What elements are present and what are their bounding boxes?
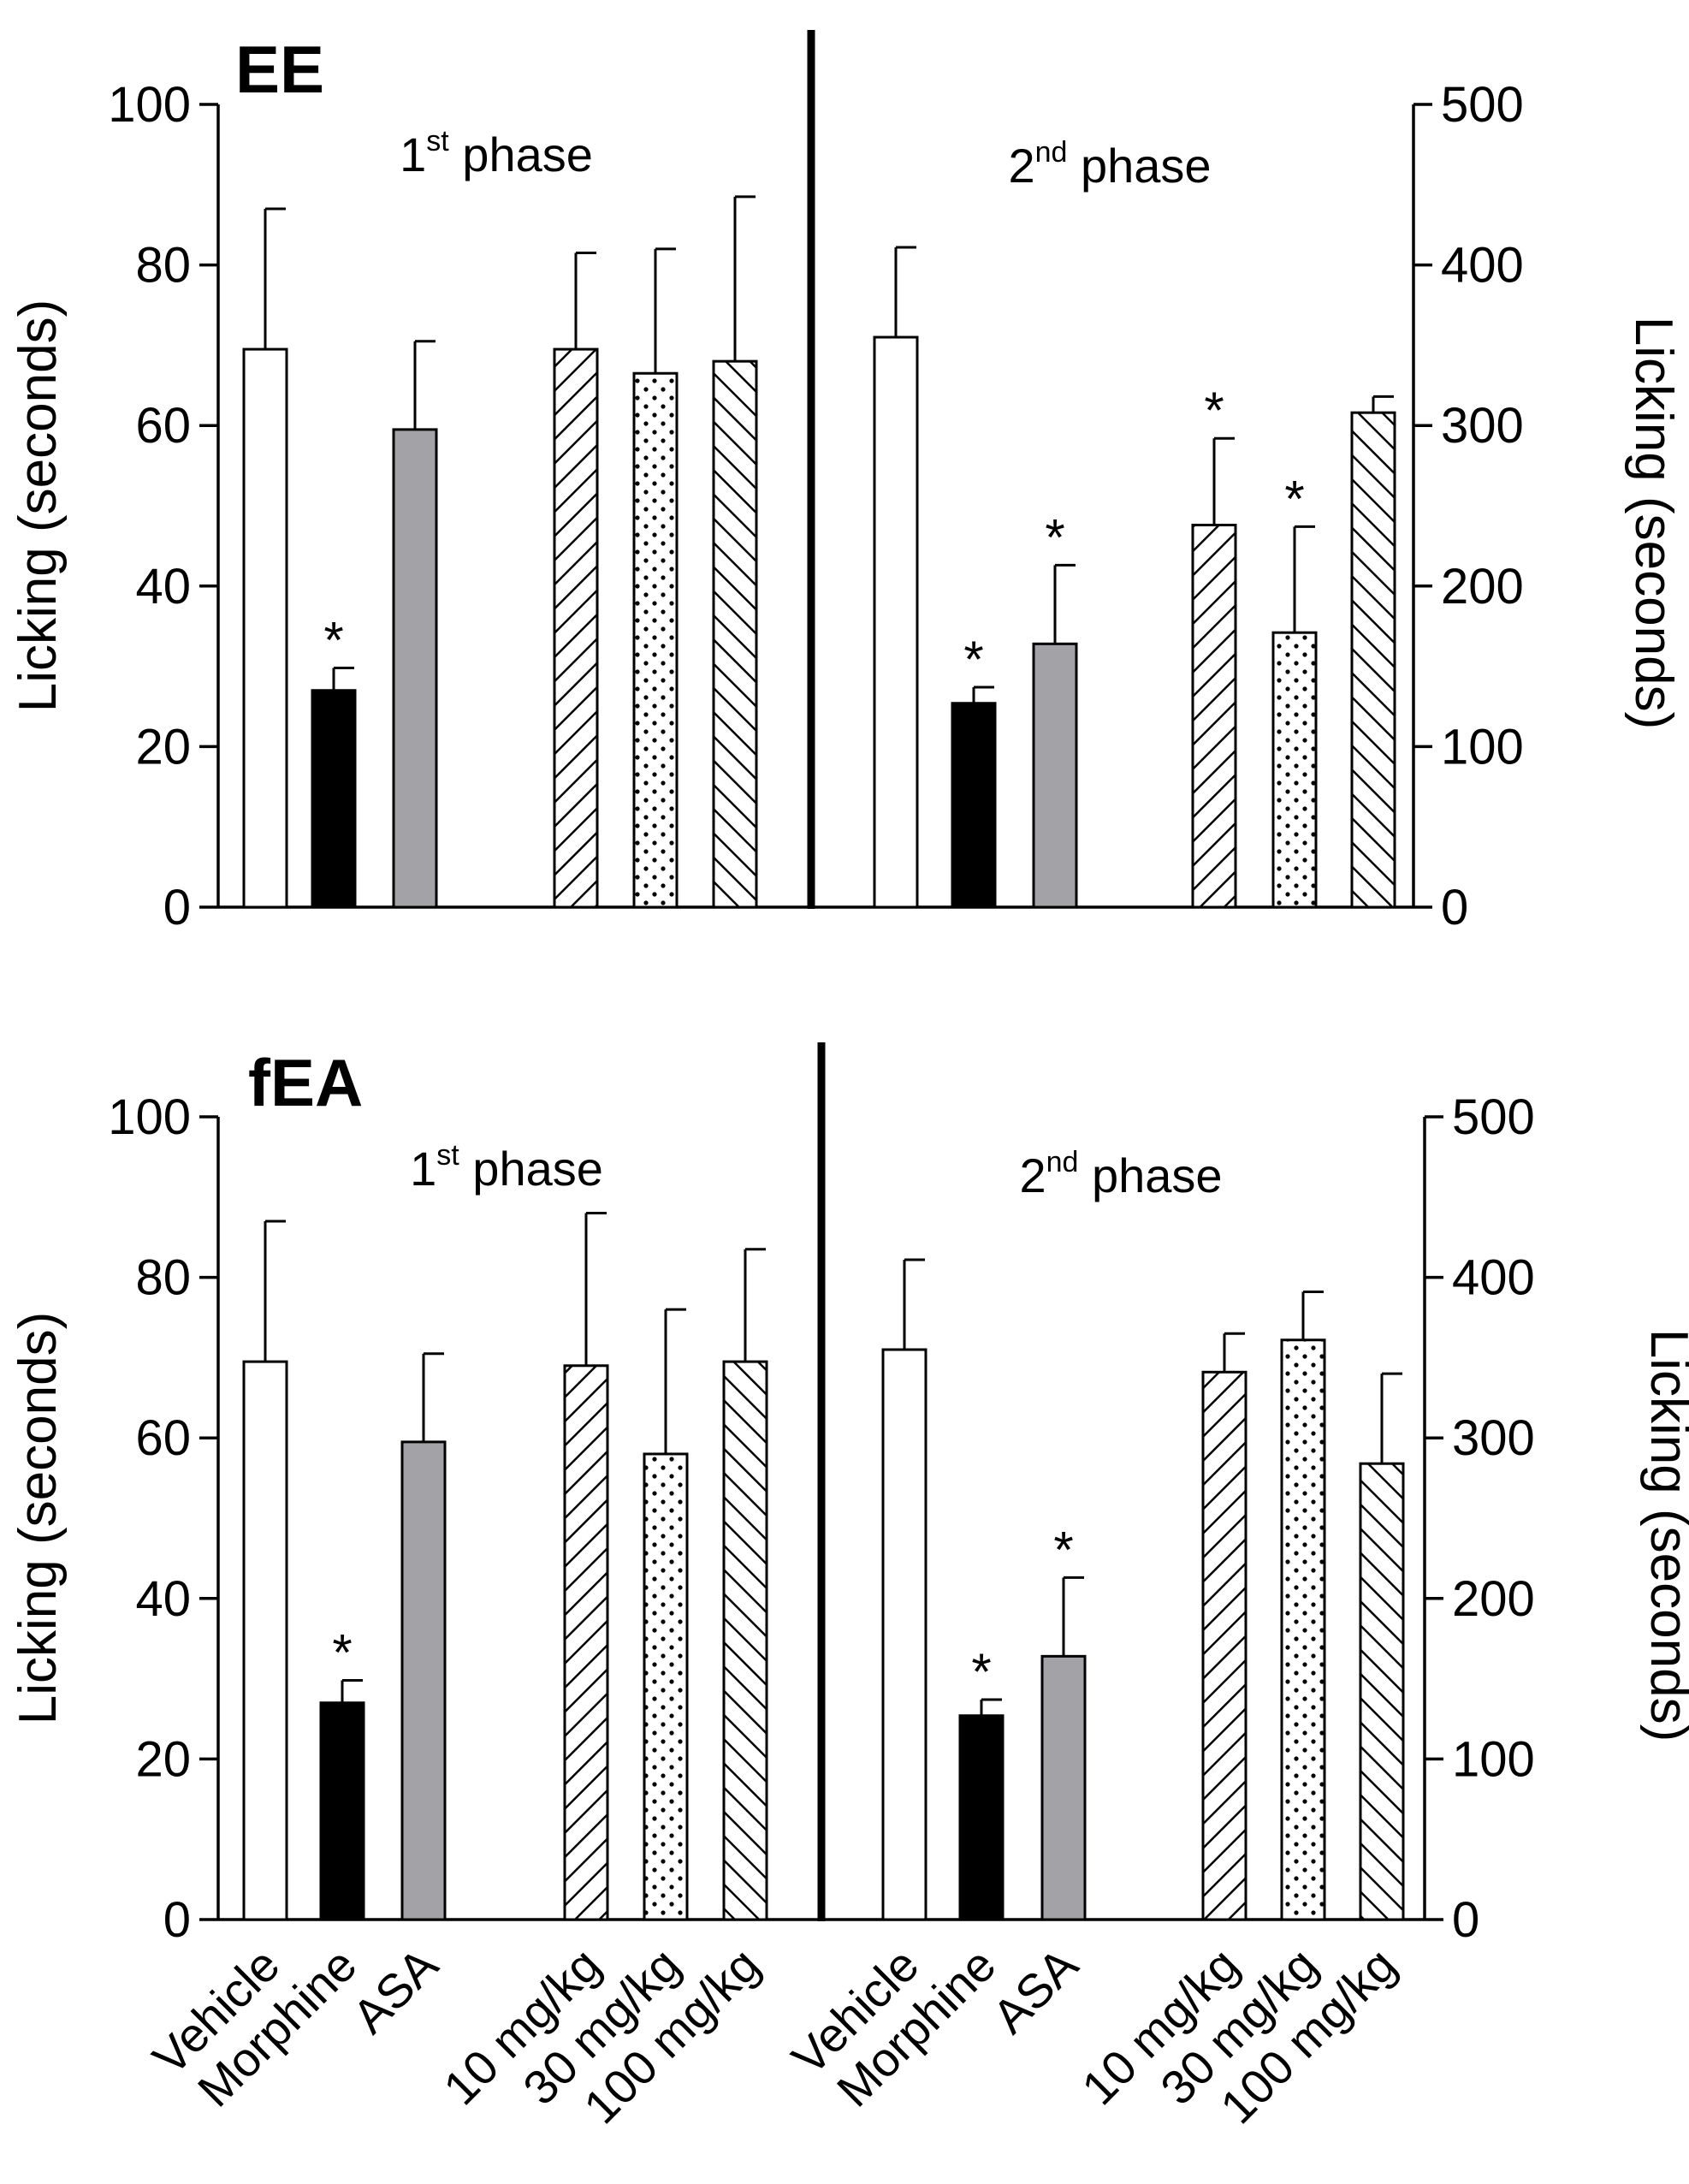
left-y-label: Licking (seconds) (9, 1312, 68, 1724)
left-y-tick-label: 40 (135, 1571, 191, 1627)
significance-star: * (332, 1623, 352, 1681)
right-y-label: Licking (seconds) (1639, 1329, 1689, 1742)
right-y-tick-label: 0 (1441, 880, 1468, 935)
left-y-tick-label: 0 (163, 1892, 191, 1948)
left-y-label: Licking (seconds) (9, 300, 68, 712)
left-y-tick-label: 20 (135, 719, 191, 774)
bar (319, 1701, 365, 1921)
bar-group-5 (712, 195, 758, 909)
phase-label: 1st phase (410, 1139, 603, 1196)
bar (712, 359, 758, 909)
bar-group-0 (242, 1220, 288, 1921)
significance-star: * (1053, 1521, 1073, 1578)
right-y-tick-label: 300 (1452, 1410, 1535, 1466)
bar-group-3 (553, 252, 599, 909)
bar-group-3 (1201, 1332, 1247, 1921)
significance-star: * (1204, 382, 1224, 439)
significance-star: * (323, 611, 343, 668)
bar (242, 347, 288, 909)
bar (400, 1440, 447, 1921)
bar (1271, 631, 1318, 909)
bar-group-3: * (1191, 382, 1237, 909)
bar-group-2 (392, 340, 438, 909)
phase-label: 2nd phase (1008, 136, 1211, 193)
bar-group-4: * (1271, 470, 1318, 909)
bar-group-1: * (311, 611, 357, 909)
bar (563, 1364, 609, 1921)
left-y-tick-label: 40 (135, 559, 191, 614)
x-category-label: ASA (982, 1937, 1088, 2043)
significance-star: * (1045, 508, 1064, 566)
significance-star: * (1284, 470, 1304, 527)
panel-fea: fEA 0 20 40 60 80 100 0 100 200 300 400 500 Licking (… (9, 1042, 1689, 1948)
significance-star: * (971, 1643, 991, 1700)
left-y-tick-label: 80 (135, 238, 191, 294)
bar-group-4 (1280, 1290, 1326, 1921)
bar (311, 689, 357, 909)
right-y-tick-label: 300 (1441, 398, 1524, 454)
bar (242, 1360, 288, 1921)
bar (1201, 1370, 1247, 1921)
right-y-tick-label: 100 (1452, 1731, 1535, 1787)
bar-group-0 (881, 1258, 927, 1921)
right-y-tick-label: 100 (1441, 719, 1524, 774)
right-y-label: Licking (seconds) (1624, 317, 1683, 729)
phase-label: 1st phase (400, 125, 593, 181)
bar-group-0 (242, 207, 288, 909)
bar-group-2: * (1040, 1521, 1087, 1921)
bar (958, 1714, 1005, 1921)
right-y-tick-label: 0 (1452, 1892, 1479, 1948)
bar (881, 1348, 927, 1921)
left-y-tick-label: 0 (163, 880, 191, 935)
significance-star: * (963, 631, 983, 688)
right-y-tick-label: 200 (1441, 559, 1524, 614)
x-category-label: ASA (342, 1937, 448, 2043)
bar (1359, 1462, 1405, 1921)
bar-group-2: * (1032, 508, 1078, 909)
bar (1032, 642, 1078, 909)
right-y-tick-label: 400 (1452, 1250, 1535, 1306)
right-y-tick-label: 500 (1441, 77, 1524, 133)
left-y-tick-label: 60 (135, 398, 191, 454)
bar-group-4 (643, 1308, 689, 1921)
bar-group-3 (563, 1212, 609, 1921)
bar-group-1: * (958, 1643, 1005, 1921)
bar-group-1: * (319, 1623, 365, 1921)
left-y-tick-label: 60 (135, 1410, 191, 1466)
right-y-tick-label: 500 (1452, 1089, 1535, 1145)
panel-title: fEA (248, 1045, 363, 1120)
bar-group-5 (722, 1248, 768, 1921)
bar (1040, 1654, 1087, 1921)
left-y-tick-label: 80 (135, 1250, 191, 1306)
right-y-tick-label: 400 (1441, 238, 1524, 294)
right-y-tick-label: 200 (1452, 1571, 1535, 1627)
panel-ee: EE 0 20 40 60 80 100 0 100 200 300 400 500 Licking (s… (9, 30, 1683, 935)
bar (1191, 524, 1237, 909)
panel-title: EE (235, 32, 324, 107)
bar-group-4 (632, 247, 679, 909)
bar (392, 428, 438, 909)
bar (1350, 411, 1396, 909)
bar (1280, 1338, 1326, 1921)
left-y-tick-label: 20 (135, 1731, 191, 1787)
bar (951, 702, 997, 909)
bar-group-0 (873, 246, 919, 909)
bar-group-2 (400, 1352, 447, 1921)
bar (632, 371, 679, 909)
bar (643, 1452, 689, 1921)
bar (553, 347, 599, 909)
bar (873, 335, 919, 909)
bar-group-1: * (951, 631, 997, 909)
left-y-tick-label: 100 (108, 1089, 191, 1145)
bar-group-5 (1350, 395, 1396, 909)
left-y-tick-label: 100 (108, 77, 191, 133)
phase-label: 2nd phase (1019, 1146, 1222, 1202)
bar-group-5 (1359, 1372, 1405, 1921)
bar (722, 1360, 768, 1921)
